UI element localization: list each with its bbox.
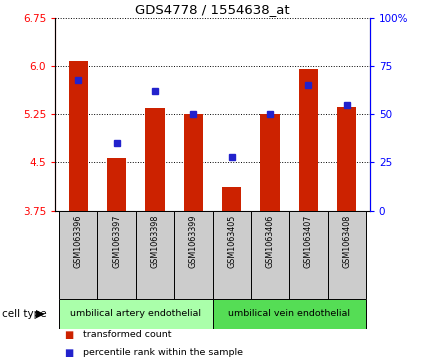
- Bar: [251, 211, 289, 299]
- Bar: [97, 211, 136, 299]
- Bar: [69, 61, 88, 211]
- Bar: [261, 114, 280, 211]
- Text: cell type: cell type: [2, 309, 47, 319]
- Bar: [289, 211, 328, 299]
- Text: GSM1063399: GSM1063399: [189, 215, 198, 269]
- Text: umbilical vein endothelial: umbilical vein endothelial: [228, 310, 350, 318]
- Text: GSM1063407: GSM1063407: [304, 215, 313, 268]
- Text: GSM1063408: GSM1063408: [342, 215, 351, 268]
- Bar: [222, 187, 241, 211]
- Bar: [145, 108, 164, 211]
- Text: GSM1063405: GSM1063405: [227, 215, 236, 268]
- Bar: [212, 299, 366, 329]
- Bar: [184, 114, 203, 211]
- Text: transformed count: transformed count: [83, 330, 171, 339]
- Text: ■: ■: [64, 330, 73, 340]
- Bar: [107, 158, 126, 211]
- Bar: [212, 211, 251, 299]
- Text: GSM1063398: GSM1063398: [150, 215, 159, 268]
- Text: percentile rank within the sample: percentile rank within the sample: [83, 348, 243, 358]
- Bar: [174, 211, 212, 299]
- Text: umbilical artery endothelial: umbilical artery endothelial: [70, 310, 201, 318]
- Text: ■: ■: [64, 348, 73, 359]
- Text: GSM1063406: GSM1063406: [266, 215, 275, 268]
- Title: GDS4778 / 1554638_at: GDS4778 / 1554638_at: [135, 3, 290, 16]
- Bar: [59, 211, 97, 299]
- Bar: [328, 211, 366, 299]
- Text: GSM1063396: GSM1063396: [74, 215, 83, 268]
- Bar: [136, 211, 174, 299]
- Text: ▶: ▶: [36, 309, 45, 319]
- Bar: [59, 299, 212, 329]
- Text: GSM1063397: GSM1063397: [112, 215, 121, 269]
- Bar: [337, 107, 356, 211]
- Bar: [299, 69, 318, 211]
